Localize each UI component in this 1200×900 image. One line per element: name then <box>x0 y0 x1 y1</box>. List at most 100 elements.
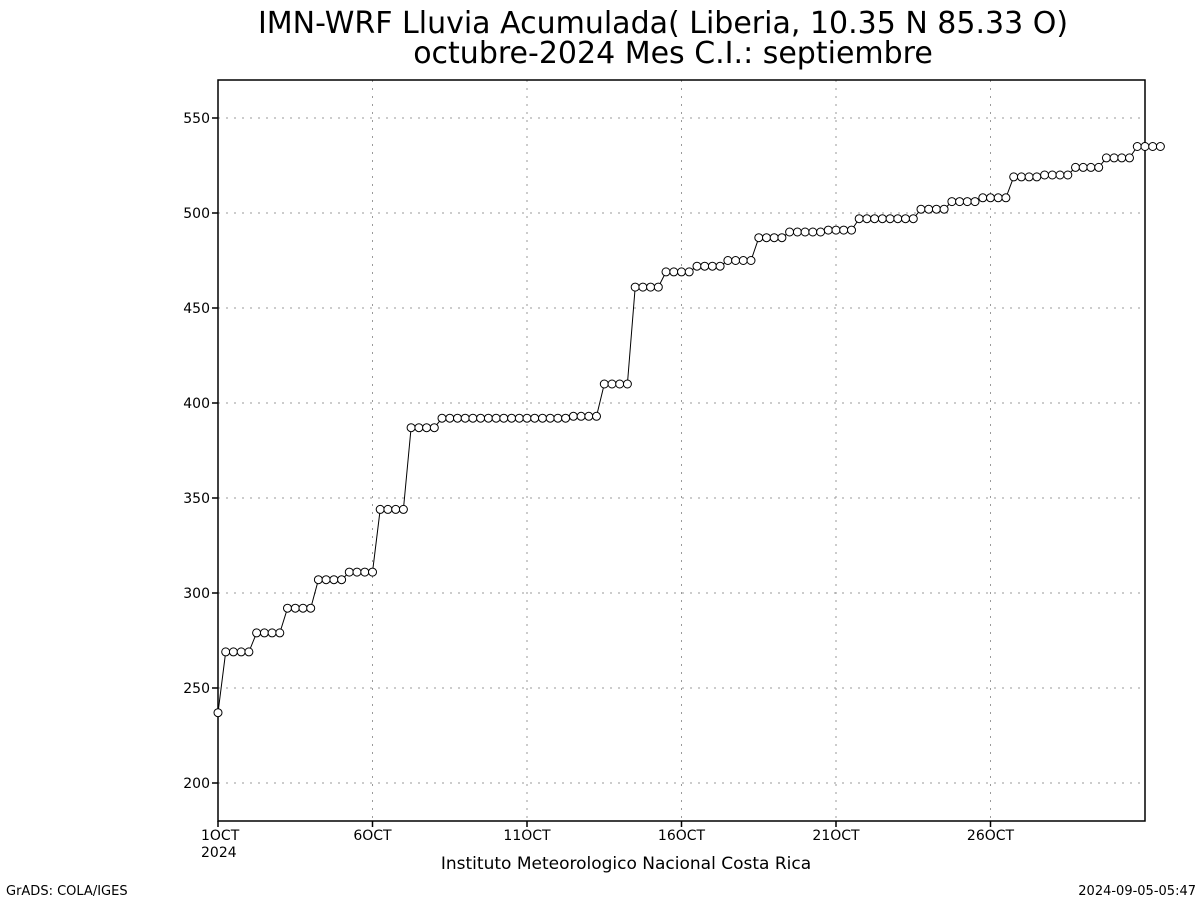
data-point <box>491 413 501 423</box>
data-point <box>762 233 771 243</box>
data-point <box>986 193 995 203</box>
x-tick-label: 26OCT <box>967 828 1015 844</box>
data-point <box>908 214 918 224</box>
data-point <box>955 197 965 207</box>
data-point <box>530 413 540 423</box>
data-point <box>1109 153 1119 163</box>
data-point <box>267 628 277 638</box>
data-point <box>398 504 408 514</box>
data-point <box>1155 142 1165 151</box>
data-point <box>576 411 586 421</box>
data-point <box>244 647 254 657</box>
data-point <box>970 197 980 207</box>
data-point <box>723 256 733 265</box>
y-tick-label: 200 <box>183 776 210 792</box>
data-point <box>221 647 231 657</box>
x-tick-label: 21OCT <box>812 828 860 844</box>
data-point <box>1094 162 1104 172</box>
data-point <box>1024 172 1034 182</box>
data-point <box>344 567 354 577</box>
data-point <box>437 413 447 423</box>
y-tick-label: 300 <box>183 586 210 602</box>
data-point <box>499 413 509 423</box>
x-tick-label: 6OCT <box>353 828 392 844</box>
x-axis-label: Instituto Meteorologico Nacional Costa R… <box>441 854 811 874</box>
footer-left: GrADS: COLA/IGES <box>6 884 128 899</box>
data-point <box>321 575 331 585</box>
data-point <box>429 423 439 433</box>
data-point <box>1125 153 1134 163</box>
data-point <box>1055 170 1065 180</box>
data-point <box>275 628 285 638</box>
data-point <box>661 267 671 277</box>
x-tick-sublabel: 2024 <box>201 845 237 861</box>
plot-frame <box>217 79 1146 822</box>
data-point <box>1032 172 1042 182</box>
data-point <box>777 233 787 243</box>
y-tick-label: 550 <box>183 111 210 127</box>
data-point <box>638 282 648 292</box>
data-point <box>684 267 694 277</box>
data-point <box>476 413 486 423</box>
data-points <box>213 142 1165 718</box>
data-point <box>213 708 223 718</box>
data-point <box>707 261 717 271</box>
data-point <box>800 227 810 237</box>
data-point <box>785 227 795 237</box>
data-point <box>916 204 926 214</box>
data-point <box>1071 162 1080 172</box>
data-point <box>715 261 725 271</box>
data-point <box>646 282 656 292</box>
y-axis: 200 250 300 350 400 450 500 550 <box>183 111 218 792</box>
y-tick-label: 350 <box>183 491 210 507</box>
data-point <box>1001 193 1011 203</box>
data-point <box>754 233 764 243</box>
y-tick-label: 400 <box>183 396 210 412</box>
data-point <box>1063 170 1073 180</box>
data-point <box>337 575 347 585</box>
data-point <box>290 603 300 613</box>
data-point <box>816 227 826 237</box>
data-point <box>1009 172 1019 182</box>
data-point <box>453 413 462 423</box>
chart-title: IMN-WRF Lluvia Acumulada( Liberia, 10.35… <box>258 6 1068 41</box>
data-point <box>553 413 563 423</box>
data-point <box>368 567 377 577</box>
data-point <box>545 413 555 423</box>
data-point <box>615 379 625 389</box>
data-point <box>653 282 663 292</box>
data-point <box>391 504 401 514</box>
data-point <box>939 204 949 214</box>
data-point <box>599 379 609 389</box>
data-point <box>746 256 756 265</box>
data-point <box>259 628 269 638</box>
x-tick-label: 11OCT <box>503 828 551 844</box>
data-point <box>1140 142 1150 151</box>
data-point <box>947 197 957 207</box>
data-point <box>630 282 640 292</box>
data-point <box>236 647 246 657</box>
data-point <box>607 379 617 389</box>
data-point <box>1148 142 1158 151</box>
data-point <box>422 423 432 433</box>
data-point <box>298 603 308 613</box>
data-point <box>561 413 571 423</box>
data-point <box>993 193 1003 203</box>
series-line <box>217 146 1161 713</box>
data-point <box>769 233 779 243</box>
data-point <box>1132 142 1142 151</box>
data-point <box>584 411 594 421</box>
data-point <box>893 214 903 224</box>
data-point <box>406 423 416 433</box>
data-point <box>252 628 262 638</box>
data-point <box>522 413 532 423</box>
data-point <box>870 214 880 224</box>
data-point <box>568 411 578 421</box>
y-tick-label: 500 <box>183 206 210 222</box>
data-point <box>901 214 910 224</box>
data-point <box>792 227 802 237</box>
data-point <box>1101 153 1111 163</box>
data-point <box>931 204 941 214</box>
data-point <box>1086 162 1096 172</box>
